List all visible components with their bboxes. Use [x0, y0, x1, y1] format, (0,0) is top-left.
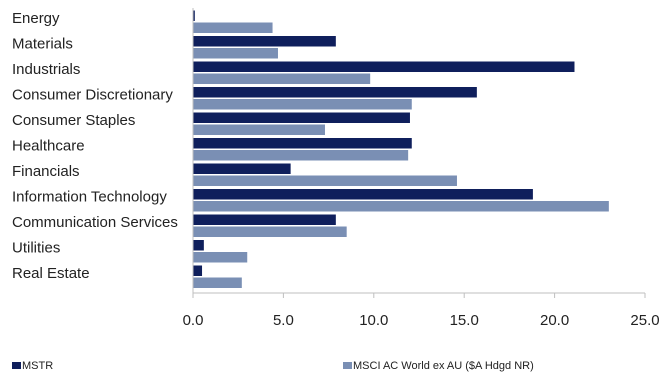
bar-mstr-consumer-discretionary — [193, 87, 477, 98]
category-label-consumer-staples: Consumer Staples — [12, 112, 135, 129]
category-label-financials: Financials — [12, 163, 80, 180]
x-tick-label: 15.0 — [450, 312, 479, 329]
bar-mstr-consumer-staples — [193, 112, 410, 123]
bar-mstr-financials — [193, 163, 291, 174]
bars-group — [193, 10, 609, 288]
bar-mstr-real-estate — [193, 265, 203, 276]
category-label-communication-services: Communication Services — [12, 214, 178, 231]
legend-label-mstr: MSTR — [22, 360, 53, 372]
legend-label-benchmark: MSCI AC World ex AU ($A Hdgd NR) — [353, 360, 534, 372]
x-tick-label: 25.0 — [630, 312, 659, 329]
bar-benchmark-utilities — [193, 252, 248, 263]
legend: MSTR MSCI AC World ex AU ($A Hdgd NR) — [12, 360, 534, 372]
bar-benchmark-information-technology — [193, 201, 609, 212]
category-label-industrials: Industrials — [12, 61, 80, 78]
x-tick-label: 10.0 — [359, 312, 388, 329]
bar-benchmark-industrials — [193, 73, 371, 84]
category-label-utilities: Utilities — [12, 240, 60, 257]
x-tick-label: 20.0 — [540, 312, 569, 329]
bar-benchmark-real-estate — [193, 277, 242, 288]
category-label-consumer-discretionary: Consumer Discretionary — [12, 87, 173, 104]
legend-swatch-mstr — [12, 362, 21, 369]
bar-benchmark-communication-services — [193, 226, 347, 237]
bar-mstr-information-technology — [193, 189, 533, 200]
bar-mstr-materials — [193, 36, 336, 47]
bar-mstr-utilities — [193, 240, 204, 251]
category-label-information-technology: Information Technology — [12, 189, 167, 206]
bar-benchmark-energy — [193, 22, 273, 33]
category-label-energy: Energy — [12, 10, 60, 27]
bar-benchmark-materials — [193, 48, 278, 59]
bar-benchmark-consumer-discretionary — [193, 99, 412, 110]
category-label-real-estate: Real Estate — [12, 265, 90, 282]
bar-mstr-healthcare — [193, 138, 412, 149]
bar-mstr-energy — [193, 10, 195, 21]
category-labels: Energy Materials Industrials Consumer Discr… — [12, 10, 178, 282]
x-tick-label: 5.0 — [273, 312, 294, 329]
bar-mstr-industrials — [193, 61, 575, 72]
legend-swatch-benchmark — [343, 362, 352, 369]
bar-benchmark-consumer-staples — [193, 124, 325, 135]
bar-benchmark-financials — [193, 175, 457, 186]
category-label-healthcare: Healthcare — [12, 138, 85, 155]
x-tick-label: 0.0 — [183, 312, 204, 329]
bar-mstr-communication-services — [193, 214, 336, 225]
category-label-materials: Materials — [12, 36, 73, 53]
bar-benchmark-healthcare — [193, 150, 409, 161]
axes-group: 0.0 5.0 10.0 15.0 20.0 25.0 — [183, 8, 660, 329]
